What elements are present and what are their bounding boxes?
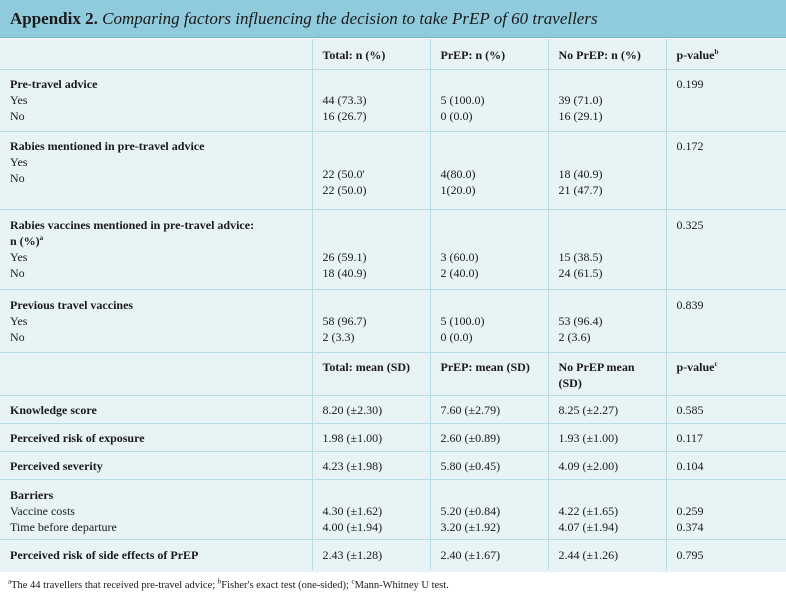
header-pvalue: p-valueb [666, 39, 786, 70]
section-heading: Previous travel vaccines [10, 298, 134, 312]
pvalue-cell: 0.172 [666, 131, 786, 210]
header-total-mean: Total: mean (SD) [312, 352, 431, 396]
prep-cell: 3 (60.0) 2 (40.0) [430, 209, 549, 290]
section-heading-cont: n (%)a [10, 234, 44, 248]
table-footnote: aThe 44 travellers that received pre-tra… [8, 577, 449, 591]
total-cell: 26 (59.1) 18 (40.9) [312, 209, 431, 290]
header-no-prep: No PrEP: n (%) [548, 39, 667, 70]
header-row-means: Total: mean (SD) PrEP: mean (SD) No PrEP… [0, 352, 786, 396]
total-cell: 2.43 (±1.28) [312, 539, 431, 570]
prep-cell: 4(80.0) 1(20.0) [430, 131, 549, 210]
row-knowledge: Knowledge score 8.20 (±2.30) 7.60 (±2.79… [0, 395, 786, 424]
row-barriers: Barriers Vaccine costs Time before depar… [0, 479, 786, 540]
pvalue-cell: 0.117 [666, 423, 786, 452]
row-label-yes: Yes [10, 314, 28, 328]
title-label: Appendix 2. [10, 9, 98, 28]
total-cell: 4.23 (±1.98) [312, 451, 431, 480]
total-cell: 44 (73.3) 16 (26.7) [312, 69, 431, 132]
no-prep-cell: 8.25 (±2.27) [548, 395, 667, 424]
no-prep-cell: 1.93 (±1.00) [548, 423, 667, 452]
section-heading: Barriers [10, 488, 54, 502]
header-prep: PrEP: n (%) [430, 39, 549, 70]
row-previous-vaccines: Previous travel vaccines Yes No 58 (96.7… [0, 289, 786, 353]
header-total: Total: n (%) [312, 39, 431, 70]
pvalue-cell: 0.104 [666, 451, 786, 480]
row-pre-travel-advice: Pre-travel advice Yes No 44 (73.3) 16 (26… [0, 69, 786, 132]
comparison-table: Total: n (%) PrEP: n (%) No PrEP: n (%) … [0, 39, 786, 570]
row-label-time: Time before departure [10, 520, 117, 534]
row-label-yes: Yes [10, 155, 28, 169]
row-label-no: No [10, 330, 25, 344]
table-title: Appendix 2. Comparing factors influencin… [0, 0, 786, 38]
row-label: Knowledge score [0, 395, 313, 424]
no-prep-cell: 39 (71.0) 16 (29.1) [548, 69, 667, 132]
pvalue-cell: 0.199 [666, 69, 786, 132]
header-row-counts: Total: n (%) PrEP: n (%) No PrEP: n (%) … [0, 39, 786, 70]
total-cell: 4.30 (±1.62) 4.00 (±1.94) [312, 479, 431, 540]
row-label: Perceived risk of side effects of PrEP [0, 539, 313, 570]
row-label-yes: Yes [10, 93, 28, 107]
prep-cell: 2.60 (±0.89) [430, 423, 549, 452]
table-body: Total: n (%) PrEP: n (%) No PrEP: n (%) … [0, 39, 786, 572]
header-pvalue: p-valuec [666, 352, 786, 396]
row-label-yes: Yes [10, 250, 28, 264]
section-heading: Rabies vaccines mentioned in pre-travel … [10, 218, 255, 232]
prep-cell: 5 (100.0) 0 (0.0) [430, 289, 549, 353]
no-prep-cell: 18 (40.9) 21 (47.7) [548, 131, 667, 210]
row-exposure: Perceived risk of exposure 1.98 (±1.00) … [0, 423, 786, 452]
total-cell: 58 (96.7) 2 (3.3) [312, 289, 431, 353]
row-rabies-mentioned: Rabies mentioned in pre-travel advice Ye… [0, 131, 786, 210]
row-label-no: No [10, 171, 25, 185]
header-prep-mean: PrEP: mean (SD) [430, 352, 549, 396]
row-label: Perceived risk of exposure [0, 423, 313, 452]
row-label-costs: Vaccine costs [10, 504, 75, 518]
row-label-no: No [10, 109, 25, 123]
total-cell: 1.98 (±1.00) [312, 423, 431, 452]
label-cell: Pre-travel advice Yes No [0, 69, 313, 132]
pvalue-cell: 0.795 [676, 548, 704, 562]
row-label: Perceived severity [0, 451, 313, 480]
pvalue-cell: 0.585 [666, 395, 786, 424]
pvalue-cell: 0.839 [666, 289, 786, 353]
total-cell: 8.20 (±2.30) [312, 395, 431, 424]
row-rabies-vaccines: Rabies vaccines mentioned in pre-travel … [0, 209, 786, 290]
total-cell: 22 (50.0' 22 (50.0) [312, 131, 431, 210]
header-no-prep-mean: No PrEP mean (SD) [548, 352, 667, 396]
section-heading: Pre-travel advice [10, 77, 98, 91]
label-cell: Barriers Vaccine costs Time before depar… [0, 479, 313, 540]
label-cell: Rabies vaccines mentioned in pre-travel … [0, 209, 313, 290]
no-prep-cell: 4.09 (±2.00) [548, 451, 667, 480]
prep-cell: 5 (100.0) 0 (0.0) [430, 69, 549, 132]
pvalue-cell: 0.259 0.374 [666, 479, 786, 540]
row-side-effects: Perceived risk of side effects of PrEP 2… [0, 539, 786, 570]
title-text: Comparing factors influencing the decisi… [102, 9, 598, 28]
pvalue-cell: 0.325 [666, 209, 786, 290]
no-prep-cell: 15 (38.5) 24 (61.5) [548, 209, 667, 290]
label-cell: Previous travel vaccines Yes No [0, 289, 313, 353]
no-prep-cell: 2.44 (±1.26) [548, 539, 667, 570]
no-prep-cell: 4.22 (±1.65) 4.07 (±1.94) [548, 479, 667, 540]
row-label-no: No [10, 266, 25, 280]
prep-cell: 2.40 (±1.67) [430, 539, 549, 570]
prep-cell: 5.20 (±0.84) 3.20 (±1.92) [430, 479, 549, 540]
row-severity: Perceived severity 4.23 (±1.98) 5.80 (±0… [0, 451, 786, 480]
label-cell: Rabies mentioned in pre-travel advice Ye… [0, 131, 313, 210]
header-empty [0, 352, 313, 396]
prep-cell: 7.60 (±2.79) [430, 395, 549, 424]
prep-cell: 5.80 (±0.45) [430, 451, 549, 480]
no-prep-cell: 53 (96.4) 2 (3.6) [548, 289, 667, 353]
section-heading: Rabies mentioned in pre-travel advice [10, 139, 205, 153]
header-empty [0, 39, 313, 70]
